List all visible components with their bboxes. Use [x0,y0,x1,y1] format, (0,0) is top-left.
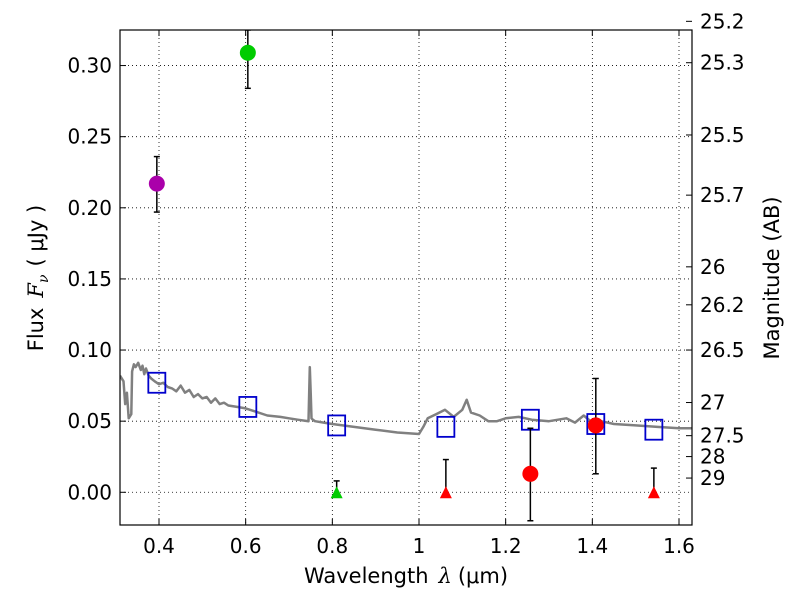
y-tick-label: 0.30 [67,54,112,78]
y-tick-label: 0.10 [67,338,112,362]
y-axis-label: FluxFν( μJy ) [24,205,52,351]
y2-tick-label: 25.7 [700,183,745,207]
y2-tick-label: 27 [700,391,725,415]
x-tick-label: 0.6 [230,534,262,558]
y2-tick-label: 28 [700,445,725,469]
detection-point [239,44,256,61]
y2-axis-label: Magnitude (AB) [760,196,784,359]
x-tick-label: 0.4 [143,534,175,558]
x-tick-label: 1 [413,534,426,558]
model-flux-square [327,414,347,437]
plot-frame [119,29,693,526]
detection-point [148,175,165,192]
y-tick-label: 0.20 [67,196,112,220]
y-tick-label: 0.00 [67,480,112,504]
x-tick-label: 0.8 [316,534,348,558]
series-layer [120,30,692,522]
y-tick-label: 0.05 [67,409,112,433]
model-flux-square [436,415,456,438]
y-tick-label: 0.15 [67,267,112,291]
model-flux-square [238,396,258,418]
y2-tick-label: 29 [700,466,725,490]
upper-limit-triangle [330,486,343,499]
grid [120,30,692,525]
x-tick-label: 1.6 [663,534,695,558]
model-flux-square [147,371,167,394]
y2-tick-label: 25.5 [700,123,745,147]
x-tick-label: 1.4 [576,534,608,558]
y2-tick-label: 26.2 [700,293,745,317]
y2-tick-label: 25.3 [700,51,745,75]
detection-point [587,417,604,434]
template-spectrum-line [120,361,692,436]
y-tick-label: 0.25 [67,125,112,149]
upper-limit-triangle [647,486,660,499]
y2-tick-label: 26.5 [700,338,745,362]
ticks: 0.4 0.6 0.8 1 1.2 1.4 1.6 0.00 0.05 0.10 0.15 0.20 0… [67,9,744,558]
upper-limit-triangle [439,486,452,499]
model-flux-square [644,418,664,441]
y2-tick-label: 25.2 [700,9,745,33]
x-axis-label: Wavelength λ (μm) [304,564,508,588]
detection-point [522,465,539,482]
y2-tick-label: 26 [700,255,725,279]
x-tick-label: 1.2 [490,534,522,558]
y2-tick-label: 27.5 [700,424,745,448]
